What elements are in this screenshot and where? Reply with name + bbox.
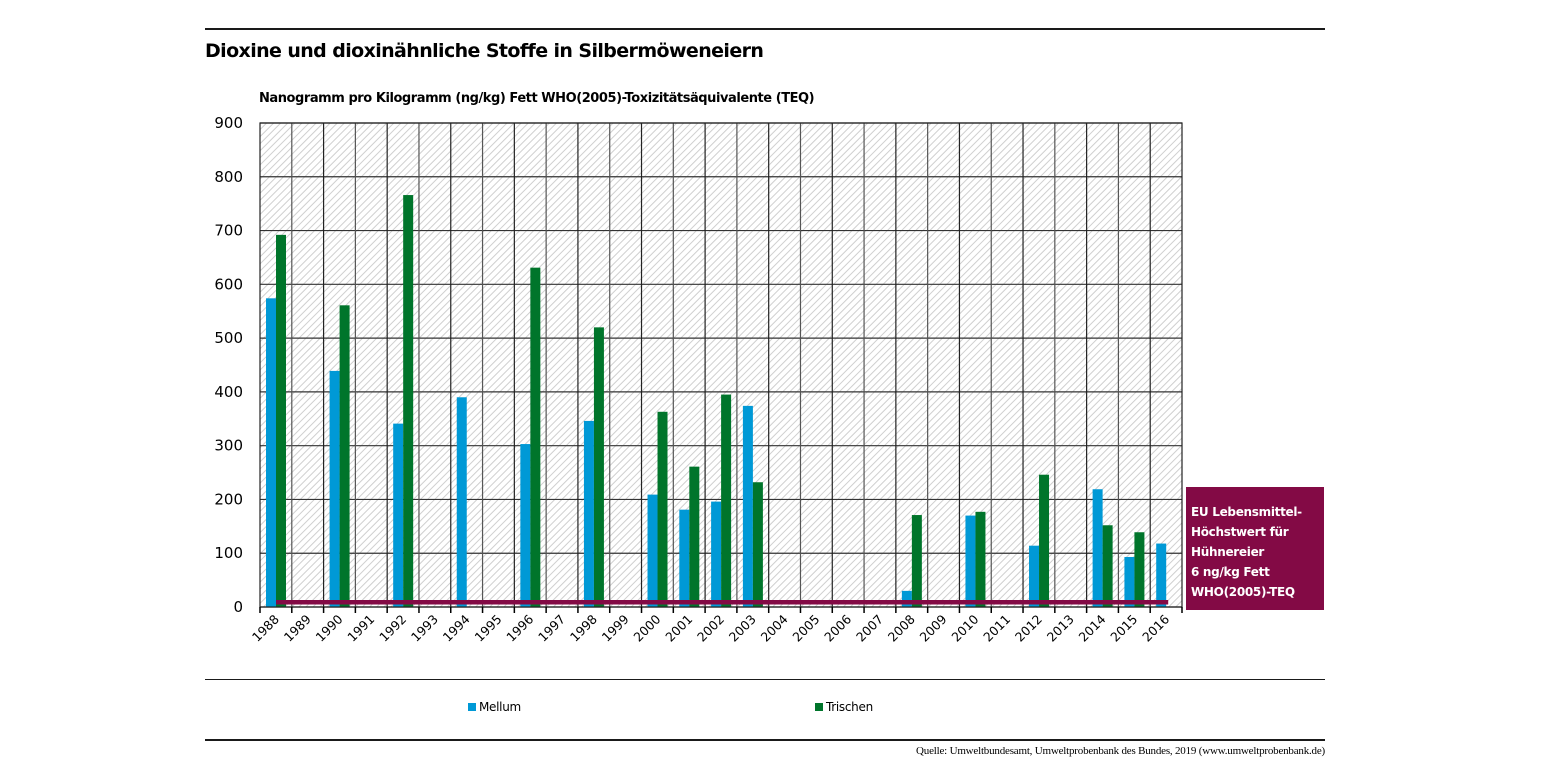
bar-trischen-1990	[339, 305, 350, 607]
x-tick-label: 2003	[726, 612, 759, 645]
y-axis-label: Nanogramm pro Kilogramm (ng/kg) Fett WHO…	[259, 91, 815, 106]
y-tick-label: 600	[214, 275, 243, 293]
y-tick-label: 400	[214, 383, 243, 401]
bar-trischen-2008	[911, 515, 922, 607]
y-tick-label: 700	[214, 222, 243, 240]
y-tick-label: 100	[214, 544, 243, 562]
bar-trischen-2001	[689, 466, 700, 607]
bar-mellum-2010	[965, 515, 976, 607]
legend-swatch-mellum	[468, 703, 476, 711]
limit-annotation-box: EU Lebensmittel- Höchstwert für Hühnerei…	[1186, 487, 1324, 610]
legend-separator	[205, 679, 1325, 680]
x-axis: 1988198919901991199219931994199519961997…	[249, 607, 1183, 645]
x-tick-label: 2001	[662, 612, 695, 645]
bar-trischen-1996	[530, 267, 541, 607]
legend-item-trischen: Trischen	[815, 700, 873, 714]
plot-frame	[259, 122, 1183, 608]
bar-mellum-2001	[679, 509, 690, 607]
bar-mellum-2002	[711, 501, 722, 607]
chart-title: Dioxine und dioxinähnliche Stoffe in Sil…	[205, 40, 764, 62]
x-tick-label: 1996	[503, 611, 536, 644]
x-tick-label: 2000	[630, 611, 663, 644]
legend-label-trischen: Trischen	[826, 700, 873, 714]
y-tick-label: 500	[214, 329, 243, 347]
bottom-rule	[205, 739, 1325, 741]
annotation-line: 6 ng/kg Fett	[1191, 565, 1270, 579]
x-tick-label: 1999	[599, 611, 632, 644]
bar-chart: 1988198919901991199219931994199519961997…	[214, 114, 1183, 645]
bar-mellum-1998	[583, 420, 594, 607]
x-tick-label: 2008	[885, 611, 918, 644]
bar-trischen-2000	[657, 411, 668, 607]
x-tick-label: 2011	[980, 612, 1013, 645]
gridlines	[260, 122, 1182, 608]
bar-trischen-2010	[975, 511, 986, 607]
x-tick-label: 2002	[694, 612, 727, 645]
source-note: Quelle: Umweltbundesamt, Umweltprobenban…	[916, 745, 1325, 757]
legend-label-mellum: Mellum	[479, 700, 521, 714]
bar-mellum-1990	[329, 370, 340, 607]
x-tick-label: 2009	[917, 611, 950, 644]
y-tick-label: 800	[214, 168, 243, 186]
x-tick-label: 2007	[853, 612, 886, 645]
bar-mellum-2015	[1124, 556, 1135, 607]
x-tick-label: 2010	[948, 611, 981, 644]
bar-mellum-2003	[742, 405, 753, 607]
x-tick-label: 2012	[1012, 612, 1045, 645]
annotation-line: Hühnereier	[1191, 545, 1265, 559]
annotation-line: Höchstwert für	[1191, 525, 1289, 539]
legend-swatch-trischen	[815, 703, 823, 711]
x-tick-label: 2014	[1076, 611, 1109, 644]
x-tick-label: 2015	[1107, 612, 1140, 645]
y-tick-label: 200	[214, 490, 243, 508]
x-tick-label: 2005	[789, 612, 822, 645]
x-tick-label: 1998	[567, 611, 600, 644]
x-tick-label: 2006	[821, 611, 854, 644]
y-tick-label: 300	[214, 437, 243, 455]
bar-mellum-1994	[456, 397, 467, 607]
bars	[266, 195, 1167, 607]
annotation-line: WHO(2005)-TEQ	[1191, 585, 1295, 599]
bar-trischen-1988	[276, 234, 286, 607]
y-axis: 0 100 200 300 400 500 600 700 800 900	[214, 114, 243, 616]
bar-mellum-2016	[1156, 543, 1167, 607]
top-rule	[205, 28, 1325, 30]
bar-trischen-2014	[1102, 525, 1113, 607]
bar-trischen-2002	[721, 394, 732, 607]
x-tick-label: 1993	[408, 612, 441, 645]
legend-item-mellum: Mellum	[468, 700, 521, 714]
y-tick-label: 0	[233, 598, 243, 616]
bar-trischen-1992	[403, 195, 414, 607]
x-tick-label: 1995	[471, 612, 504, 645]
x-tick-label: 1989	[281, 611, 314, 644]
x-tick-label: 2004	[758, 611, 791, 644]
x-tick-label: 1994	[440, 611, 473, 644]
x-tick-label: 1988	[249, 611, 282, 644]
y-tick-label: 900	[214, 114, 243, 132]
bar-trischen-2012	[1039, 474, 1050, 607]
bar-mellum-1996	[520, 444, 531, 607]
bar-mellum-2008	[901, 590, 912, 607]
x-tick-label: 2016	[1139, 611, 1172, 644]
annotation-line: EU Lebensmittel-	[1191, 505, 1302, 519]
x-tick-label: 1991	[344, 612, 377, 645]
bar-mellum-1988	[266, 298, 276, 607]
bar-trischen-1998	[593, 327, 604, 607]
bar-mellum-2014	[1092, 489, 1103, 607]
x-tick-label: 2013	[1044, 612, 1077, 645]
bar-mellum-1992	[393, 423, 404, 607]
bar-mellum-2000	[647, 494, 658, 607]
x-tick-label: 1992	[376, 612, 409, 645]
x-tick-label: 1990	[313, 611, 346, 644]
bar-trischen-2003	[752, 482, 763, 607]
bar-trischen-2015	[1134, 532, 1145, 607]
bar-mellum-2012	[1029, 545, 1040, 607]
x-tick-label: 1997	[535, 612, 568, 645]
